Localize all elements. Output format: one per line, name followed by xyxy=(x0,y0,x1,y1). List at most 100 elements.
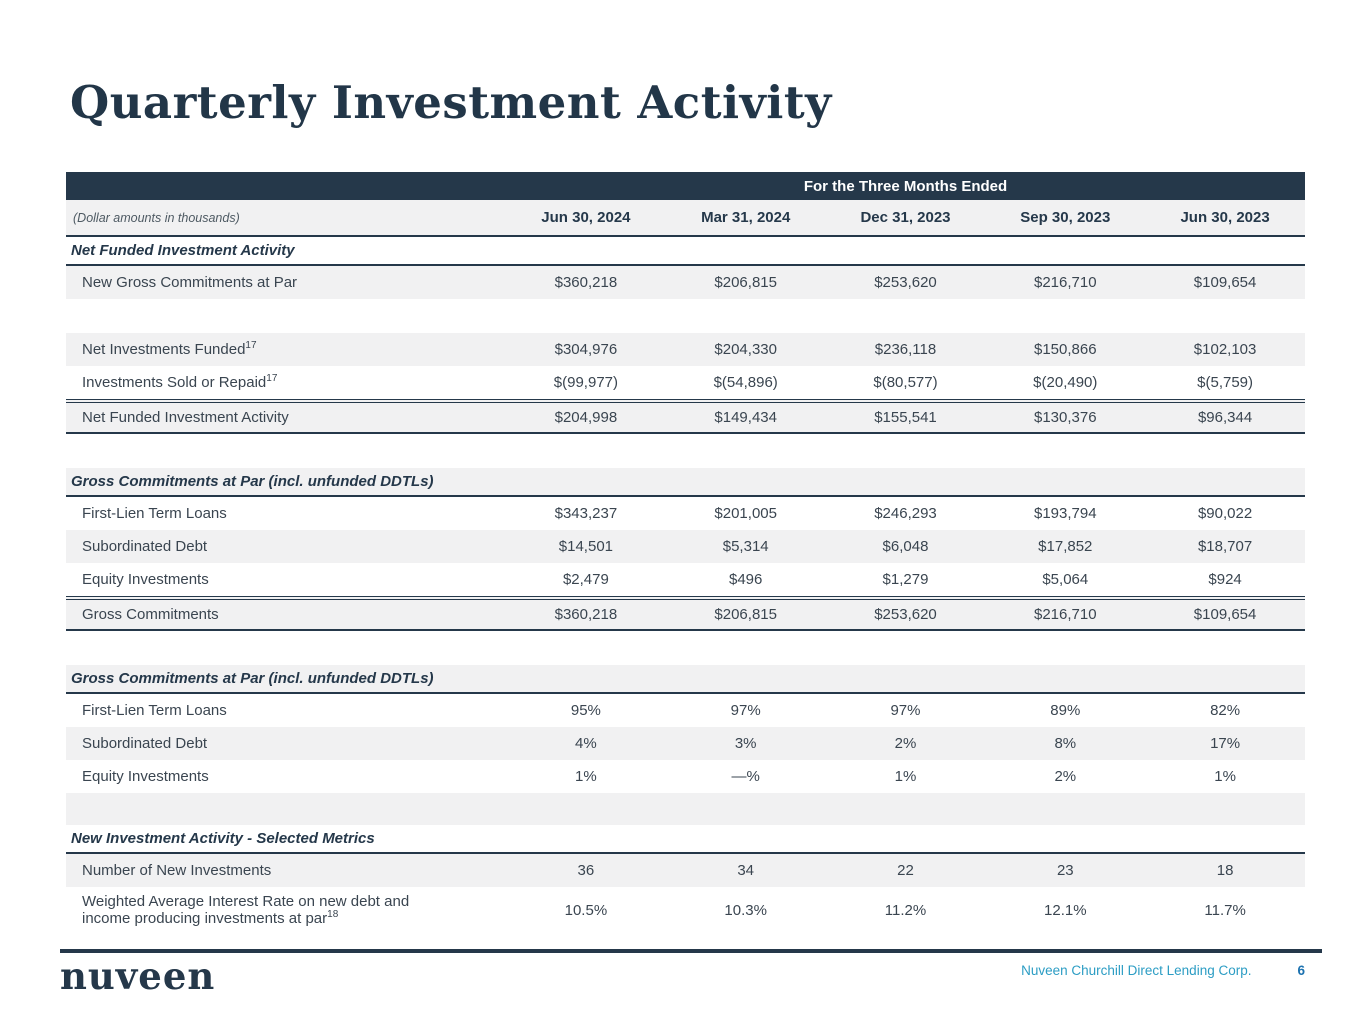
cell-value: 95% xyxy=(570,702,601,719)
cell-value: $246,293 xyxy=(874,505,937,522)
row-label: Investments Sold or Repaid17 xyxy=(82,373,278,392)
cell-value: —% xyxy=(731,768,760,785)
cell-value: $102,103 xyxy=(1193,341,1257,358)
cell-value: $216,710 xyxy=(1034,274,1097,291)
cell-value: 22 xyxy=(897,862,914,879)
cell-value: $150,866 xyxy=(1034,341,1097,358)
cell-value: 4% xyxy=(575,735,597,752)
table-section: Net Funded Investment Activity New Gross … xyxy=(66,237,1305,468)
cell-value: 82% xyxy=(1210,702,1241,719)
cell-value: 17% xyxy=(1210,735,1241,752)
table-row: Subordinated Debt 4% 3% 2% 8% 17% xyxy=(66,727,1305,760)
table-section: Gross Commitments at Par (incl. unfunded… xyxy=(66,665,1305,825)
row-label: Net Investments Funded17 xyxy=(82,340,257,359)
page-number: 6 xyxy=(1297,963,1305,978)
cell-value: $130,376 xyxy=(1034,409,1097,426)
units-note: (Dollar amounts in thousands) xyxy=(73,210,240,225)
section-header: Gross Commitments at Par (incl. unfunded… xyxy=(66,468,1305,497)
cell-value: $5,064 xyxy=(1042,571,1089,588)
row-label: First-Lien Term Loans xyxy=(82,505,227,522)
table-row: Number of New Investments 36 34 22 23 18 xyxy=(66,854,1305,887)
cell-value: 97% xyxy=(730,702,761,719)
cell-value: $1,279 xyxy=(882,571,929,588)
spacer-row xyxy=(66,631,1305,665)
cell-value: 2% xyxy=(894,735,917,752)
cell-value: $(20,490) xyxy=(1033,374,1098,391)
column-header: Jun 30, 2024 xyxy=(541,209,631,226)
cell-value: 34 xyxy=(737,862,755,879)
row-label: Subordinated Debt xyxy=(82,538,208,555)
table-row: Subordinated Debt $14,501 $5,314 $6,048 $17,… xyxy=(66,530,1305,563)
cell-value: $360,218 xyxy=(554,606,618,623)
cell-value: 97% xyxy=(890,702,921,719)
cell-value: $204,998 xyxy=(554,409,618,426)
cell-value: 11.7% xyxy=(1204,901,1246,919)
cell-value: $253,620 xyxy=(874,606,937,623)
cell-value: 3% xyxy=(734,735,757,752)
cell-value: $206,815 xyxy=(714,274,777,291)
cell-value: 36 xyxy=(577,862,595,879)
cell-value: $496 xyxy=(729,571,763,588)
cell-value: $90,022 xyxy=(1197,505,1253,522)
table-row: Investments Sold or Repaid17 $(99,977) $(5… xyxy=(66,366,1305,399)
cell-value: $924 xyxy=(1208,571,1242,588)
column-header: Dec 31, 2023 xyxy=(860,209,951,226)
spacer-row xyxy=(66,793,1305,825)
banner-spacer xyxy=(66,172,506,200)
row-label: Equity Investments xyxy=(82,571,209,588)
banner-title: For the Three Months Ended xyxy=(803,177,1008,195)
cell-value: $155,541 xyxy=(874,409,937,426)
table-body: Net Funded Investment Activity New Gross … xyxy=(66,237,1305,933)
row-label: Equity Investments xyxy=(82,768,209,785)
section-header: New Investment Activity - Selected Metri… xyxy=(66,825,1305,854)
row-label: Number of New Investments xyxy=(82,862,272,879)
cell-value: $2,479 xyxy=(562,571,609,588)
cell-value: $18,707 xyxy=(1197,538,1253,555)
table-row: Gross Commitments $360,218 $206,815 $253,62… xyxy=(66,596,1305,631)
cell-value: $17,852 xyxy=(1038,538,1093,555)
cell-value: $6,048 xyxy=(882,538,929,555)
table-row: Equity Investments $2,479 $496 $1,279 $5,064… xyxy=(66,563,1305,596)
cell-value: $(5,759) xyxy=(1197,374,1254,391)
cell-value: $14,501 xyxy=(558,538,614,555)
cell-value: $206,815 xyxy=(714,606,777,623)
table-row: New Gross Commitments at Par $360,218 $206… xyxy=(66,266,1305,299)
spacer-row xyxy=(66,299,1305,333)
quarterly-activity-table: For the Three Months Ended (Dollar amoun… xyxy=(66,172,1305,933)
spacer-row xyxy=(66,434,1305,468)
table-banner: For the Three Months Ended xyxy=(66,172,1305,200)
table-row: Weighted Average Interest Rate on new de… xyxy=(66,887,1305,933)
row-label: First-Lien Term Loans xyxy=(82,702,227,719)
cell-value: 18 xyxy=(1216,862,1234,879)
cell-value: $236,118 xyxy=(874,341,937,358)
cell-value: $204,330 xyxy=(714,341,777,358)
row-label: Weighted Average Interest Rate on new de… xyxy=(82,893,410,927)
table-section: Gross Commitments at Par (incl. unfunded… xyxy=(66,468,1305,665)
cell-value: 1% xyxy=(894,768,917,785)
cell-value: $5,314 xyxy=(722,538,769,555)
cell-value: 12.1% xyxy=(1044,901,1087,919)
cell-value: $304,976 xyxy=(554,341,618,358)
cell-value: $(54,896) xyxy=(713,374,778,391)
column-header: Sep 30, 2023 xyxy=(1020,209,1111,226)
row-label: New Gross Commitments at Par xyxy=(82,274,298,291)
cell-value: $193,794 xyxy=(1034,505,1097,522)
cell-value: $109,654 xyxy=(1193,606,1257,623)
table-row: First-Lien Term Loans $343,237 $201,005 $24… xyxy=(66,497,1305,530)
section-header: Gross Commitments at Par (incl. unfunded… xyxy=(66,665,1305,694)
cell-value: $343,237 xyxy=(554,505,618,522)
table-row: Net Investments Funded17 $304,976 $204,330… xyxy=(66,333,1305,366)
row-label: Subordinated Debt xyxy=(82,735,208,752)
cell-value: 11.2% xyxy=(884,901,927,919)
nuveen-logo: nuveen xyxy=(60,954,216,998)
cell-value: 2% xyxy=(1054,768,1077,785)
cell-value: 1% xyxy=(1214,768,1236,785)
cell-value: $(80,577) xyxy=(873,374,938,391)
cell-value: $109,654 xyxy=(1193,274,1257,291)
cell-value: 10.5% xyxy=(564,901,608,919)
cell-value: 89% xyxy=(1050,702,1081,719)
cell-value: $216,710 xyxy=(1034,606,1097,623)
cell-value: $201,005 xyxy=(714,505,777,522)
cell-value: $253,620 xyxy=(874,274,937,291)
